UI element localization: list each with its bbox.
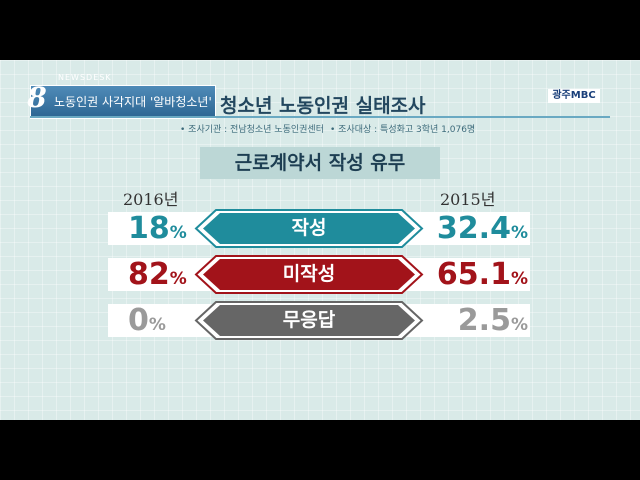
row-unwritten-2015: 65.1% — [436, 257, 528, 292]
year-left: 2016년 — [123, 190, 179, 209]
news-tag — [30, 85, 216, 119]
row-noanswer-2016: 0% — [128, 303, 166, 338]
row-written-2016: 18% — [128, 211, 187, 246]
source-organization: • 조사기관 : 전남청소년 노동인권센터 — [180, 125, 324, 135]
row-noanswer-2015: 2.5% — [457, 303, 528, 338]
row-written-label: 작성 — [291, 217, 327, 239]
row-unwritten-arrow-badge — [194, 255, 424, 294]
row-written-arrow-badge — [194, 209, 424, 248]
mbc-logo: 광주MBC — [548, 89, 600, 103]
chart-title: 근로계약서 작성 유무 — [234, 152, 406, 174]
news-subtitle: 노동인권 사각지대 '알바청소년' — [54, 95, 212, 109]
header-divider — [30, 116, 610, 118]
main-title: 청소년 노동인권 실태조사 — [220, 95, 426, 117]
row-written-2015: 32.4% — [436, 211, 528, 246]
news-number: 8 — [27, 81, 47, 114]
year-right: 2015년 — [440, 190, 496, 209]
row-noanswer-arrow-badge — [194, 301, 424, 340]
news-desk-label: NEWSDESK — [58, 73, 112, 82]
row-noanswer-label: 무응답 — [282, 309, 336, 331]
row-unwritten-label: 미작성 — [282, 263, 336, 285]
source-subjects: • 조사대상 : 특성화고 3학년 1,076명 — [330, 125, 476, 135]
row-unwritten-2016: 82% — [128, 257, 187, 292]
chart-title-box — [200, 147, 440, 179]
